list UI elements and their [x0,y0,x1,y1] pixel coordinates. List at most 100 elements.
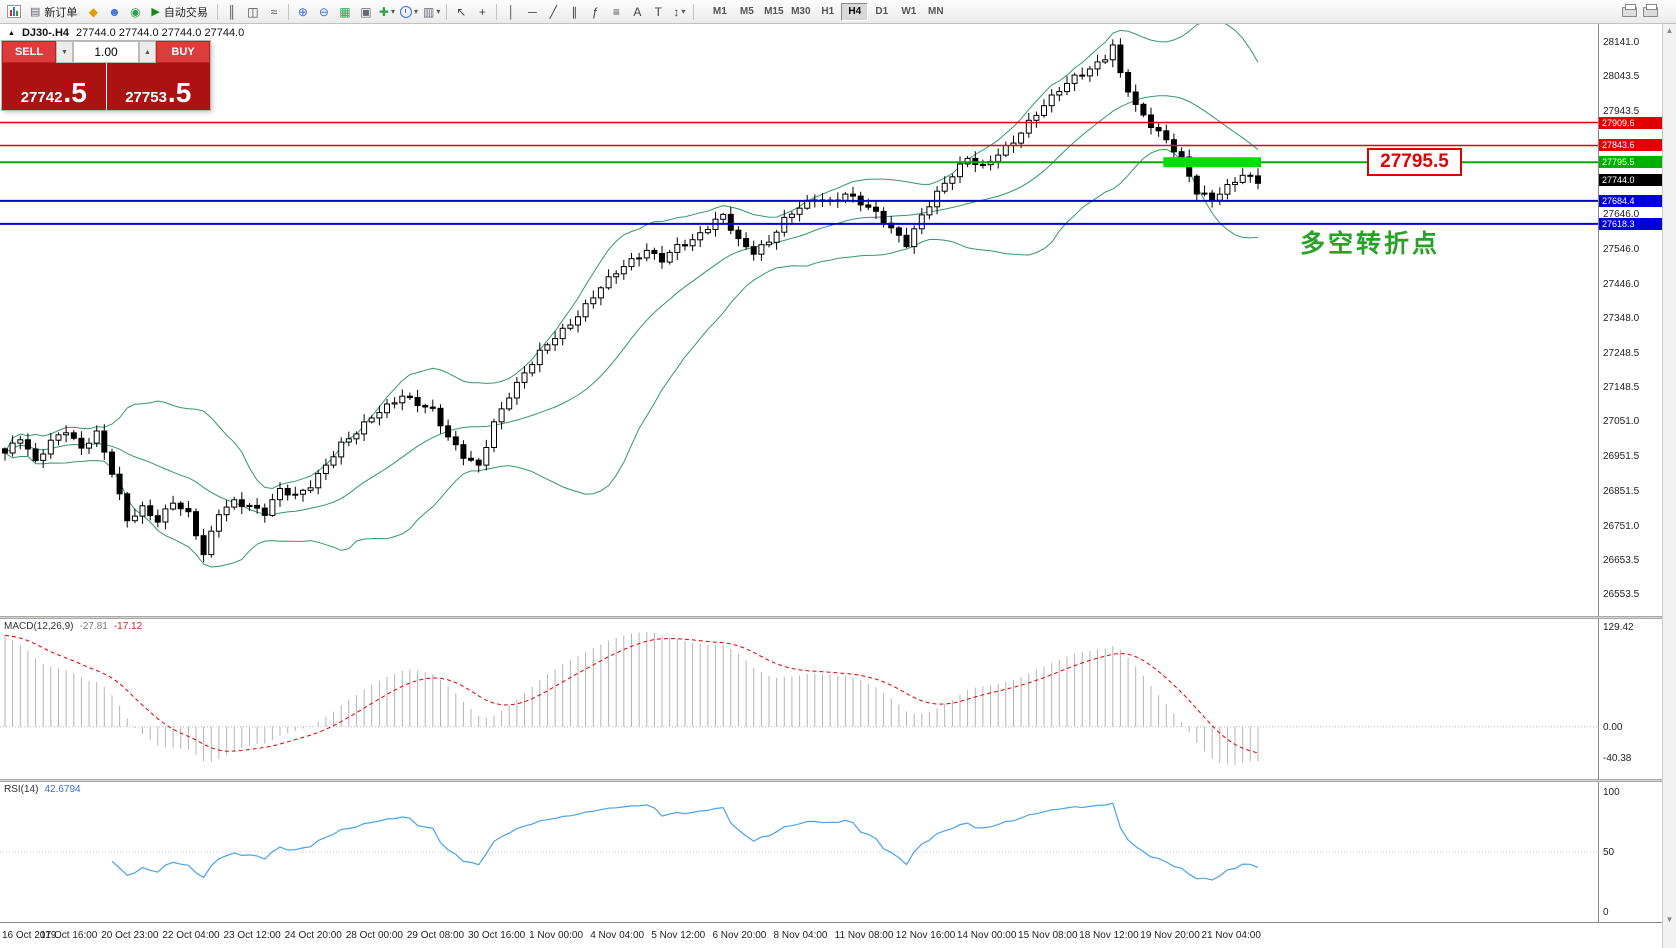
text-label-icon: T [654,4,662,19]
price-axis-tick: 28043.5 [1603,70,1640,82]
line-price-tag: 27909.6 [1599,116,1662,129]
bar-chart-icon: ║ [227,4,237,19]
market-icon: ◉ [130,4,141,19]
buy-price-button[interactable]: 27753 .5 [106,63,210,110]
vertical-line-button[interactable]: │ [501,2,521,22]
macd-signal-line [4,634,1259,754]
channel-icon: ∥ [571,4,578,19]
price-axis-tick: 27446.0 [1603,278,1640,290]
chart-header: ▲ DJ30-.H4 27744.0 27744.0 27744.0 27744… [5,26,248,40]
timeframe-m30-button[interactable]: M30 [791,6,811,17]
rsi-pane[interactable]: RSI(14) 42.6794 [0,782,1598,922]
rsi-axis-tick: 0 [1603,907,1609,918]
pane-splitter[interactable] [0,616,1662,619]
time-axis-label: 6 Nov 20:00 [712,930,767,941]
periods-button[interactable]: ▾ [398,2,420,22]
buy-button[interactable]: BUY [156,41,210,63]
line-chart-button[interactable]: ≈ [264,2,284,22]
text-label-button[interactable]: T [648,2,668,22]
candles-layer [2,38,1261,563]
line-price-tag: 27843.6 [1599,139,1662,152]
bar-chart-button[interactable]: ║ [222,2,242,22]
time-axis-label: 17 Oct 16:00 [40,930,98,941]
channel-button[interactable]: ∥ [564,2,584,22]
timeframe-h4-button[interactable]: H4 [841,2,869,21]
zoom-in-button[interactable]: ⊕ [293,2,313,22]
vertical-scrollbar[interactable]: ▲ ▼ [1662,24,1676,948]
tile-windows-button[interactable]: ▦ [335,2,355,22]
scroll-down-icon[interactable]: ▼ [1665,915,1674,924]
autotrading-button[interactable]: ▶ 自动交易 [146,2,212,22]
price-axis[interactable]: 28141.028043.527943.527843.527744.027646… [1598,24,1662,616]
current-price-tag: 27744.0 [1599,174,1662,187]
macd-main-value: -27.81 [79,621,108,632]
time-axis-label: 8 Nov 04:00 [773,930,828,941]
line-price-tag: 27618.3 [1599,217,1662,230]
timeframe-h1-button[interactable]: H1 [821,6,835,17]
timeframe-d1-button[interactable]: D1 [875,6,889,17]
fibonacci-button[interactable]: ƒ [585,2,605,22]
arrows-button[interactable]: ↕ ▾ [669,2,689,22]
timeframe-m1-button[interactable]: M1 [712,6,727,17]
new-chart-button[interactable] [4,2,24,22]
price-chart-canvas[interactable] [0,24,1598,616]
macd-canvas [0,631,1598,765]
rsi-axis[interactable]: 100 50 0 [1598,782,1662,922]
cascade-windows-button[interactable]: ▣ [356,2,376,22]
price-callout-box[interactable]: 27795.5 [1367,148,1462,176]
trendline-button[interactable]: ╱ [543,2,563,22]
time-axis[interactable]: 16 Oct 2019 17 Oct 16:00 20 Oct 23:00 22 Oc… [0,922,1662,948]
macd-axis-tick: 129.42 [1603,622,1634,633]
candlestick-chart-button[interactable]: ◫ [243,2,263,22]
pane-splitter[interactable] [0,779,1662,782]
horizontal-line-button[interactable]: ─ [522,2,542,22]
volume-increase-button[interactable]: ▲ [139,41,156,63]
price-axis-tick: 26751.0 [1603,520,1640,532]
rsi-value: 42.6794 [44,784,81,795]
metaeditor-button[interactable]: ◆ [83,2,103,22]
price-axis-tick: 26653.5 [1603,554,1640,566]
time-axis-label: 16 Oct 2019 [2,930,57,941]
cursor-button[interactable]: ↖ [451,2,471,22]
line-chart-icon: ≈ [270,4,278,19]
shapes-button[interactable]: ≡ [606,2,626,22]
text-button[interactable]: A [627,2,647,22]
templates-button[interactable]: ▥ ▾ [421,2,442,22]
sell-price-button[interactable]: 27742 .5 [2,63,106,110]
highlight-bar[interactable] [1163,157,1261,168]
timeframe-w1-button[interactable]: W1 [901,6,917,17]
clock-icon [399,5,412,18]
one-click-collapse-icon[interactable]: ▲ [8,29,15,37]
timeframe-toolbar: M1 M5 M15 M30 H1 H4 D1 W1 MN [706,2,949,21]
horizontal-lines-layer[interactable] [0,121,1598,225]
timeframe-mn-button[interactable]: MN [928,6,944,17]
volume-decrease-button[interactable]: ▼ [56,41,73,63]
toolbar-right-group [1622,0,1658,24]
turning-point-annotation[interactable]: 多空转折点 [1300,230,1441,258]
toolbar-separator [216,3,218,20]
new-order-icon: ▤ [30,6,41,18]
market-button[interactable]: ◉ [125,2,145,22]
zoom-out-icon: ⊖ [318,4,329,19]
print-preview-icon[interactable] [1643,4,1658,17]
volume-stepper: ▼ ▲ [56,41,156,63]
sell-button[interactable]: SELL [2,41,56,63]
crosshair-button[interactable]: + [472,2,492,22]
scroll-up-icon[interactable]: ▲ [1665,26,1674,35]
community-button[interactable]: ☻ [104,2,124,22]
volume-input[interactable] [73,41,139,63]
time-axis-label: 15 Nov 08:00 [1018,930,1078,941]
indicators-button[interactable]: ✚ ▾ [377,2,397,22]
time-axis-label: 12 Nov 16:00 [895,930,956,941]
main-chart-pane[interactable]: ▲ DJ30-.H4 27744.0 27744.0 27744.0 27744… [0,24,1598,616]
zoom-out-button[interactable]: ⊖ [314,2,334,22]
timeframe-m5-button[interactable]: M5 [739,6,754,17]
macd-pane[interactable]: MACD(12,26,9) -27.81 -17.12 [0,619,1598,779]
timeframe-m15-button[interactable]: M15 [764,6,784,17]
macd-axis[interactable]: 129.42 0.00 -40.38 [1598,619,1662,779]
time-axis-label: 14 Nov 00:00 [956,930,1017,941]
time-axis-label: 24 Oct 20:00 [284,930,342,941]
print-icon[interactable] [1622,4,1637,17]
new-order-button[interactable]: ▤ 新订单 [25,2,82,22]
toolbar-separator [446,3,448,20]
